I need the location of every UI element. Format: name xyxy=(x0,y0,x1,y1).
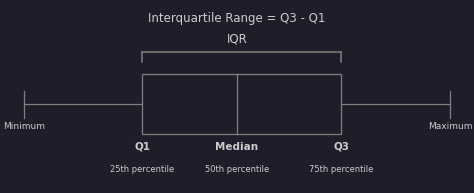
Text: Q1: Q1 xyxy=(134,141,150,152)
Text: 50th percentile: 50th percentile xyxy=(205,165,269,174)
Text: Minimum: Minimum xyxy=(3,122,45,131)
Text: Interquartile Range = Q3 - Q1: Interquartile Range = Q3 - Q1 xyxy=(148,12,326,25)
Text: Median: Median xyxy=(216,141,258,152)
Text: Q3: Q3 xyxy=(333,141,349,152)
Text: Maximum: Maximum xyxy=(428,122,473,131)
Bar xyxy=(142,74,341,134)
Text: IQR: IQR xyxy=(227,33,247,46)
Text: 25th percentile: 25th percentile xyxy=(110,165,174,174)
Text: 75th percentile: 75th percentile xyxy=(309,165,374,174)
